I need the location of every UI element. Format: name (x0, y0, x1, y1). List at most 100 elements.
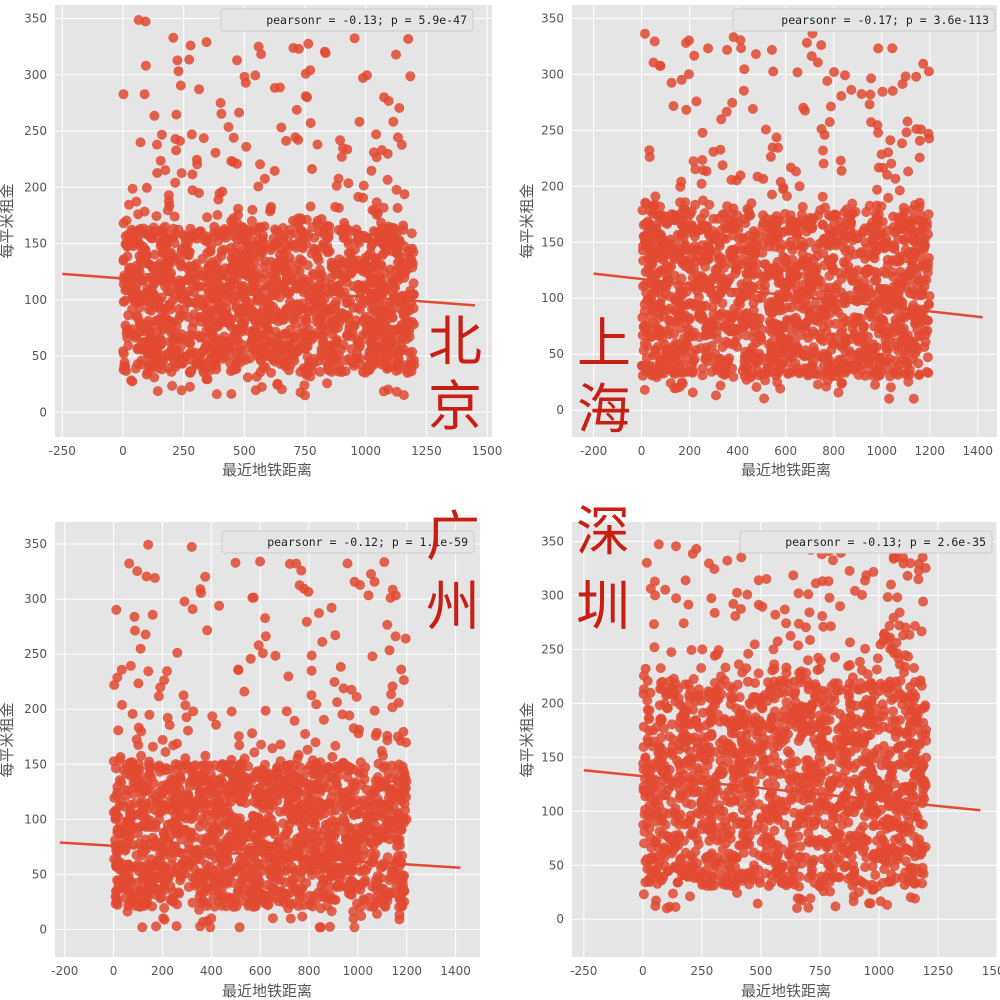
data-point (715, 380, 726, 391)
data-point (666, 77, 677, 88)
data-point (711, 327, 722, 338)
data-point (713, 353, 724, 364)
data-point (232, 835, 243, 846)
data-point (250, 70, 261, 81)
data-point (378, 202, 389, 213)
data-point (700, 330, 711, 341)
y-tick-label: 50 (549, 347, 564, 361)
data-point (708, 213, 719, 224)
data-point (263, 324, 274, 334)
data-point (369, 358, 380, 369)
y-tick-label: 100 (24, 812, 47, 826)
data-point (733, 297, 744, 308)
data-point (372, 794, 383, 805)
data-point (748, 269, 759, 280)
data-point (170, 824, 181, 835)
data-point (678, 204, 689, 214)
data-point (327, 828, 338, 839)
data-point (394, 262, 405, 273)
data-point (763, 367, 774, 378)
data-point (256, 294, 267, 305)
data-point (873, 127, 884, 138)
data-point (358, 73, 368, 83)
data-point (167, 232, 178, 243)
data-point (257, 888, 268, 899)
data-point (681, 104, 692, 115)
legend-box (732, 8, 996, 32)
data-point (687, 298, 698, 309)
data-point (865, 89, 876, 100)
data-point (787, 215, 798, 226)
data-point (276, 122, 287, 133)
data-point (697, 314, 707, 325)
data-point (371, 324, 382, 335)
data-point (723, 338, 734, 349)
data-point (159, 227, 170, 238)
data-point (255, 159, 266, 170)
data-point (914, 370, 925, 380)
data-point (318, 330, 328, 341)
data-point (897, 79, 908, 89)
data-point (182, 857, 193, 868)
data-point (131, 279, 142, 290)
data-point (346, 254, 357, 265)
data-point (792, 67, 803, 78)
data-point (763, 303, 774, 314)
data-point (202, 374, 213, 385)
data-point (840, 361, 851, 372)
data-point (690, 164, 701, 175)
data-point (133, 15, 144, 25)
data-point (176, 168, 187, 179)
data-point (170, 177, 181, 188)
data-point (185, 381, 195, 392)
data-point (143, 336, 154, 347)
data-point (833, 307, 843, 317)
data-point (110, 835, 121, 846)
data-point (294, 864, 305, 875)
data-point (908, 393, 919, 404)
y-tick-label: 0 (556, 403, 564, 417)
data-point (923, 299, 934, 310)
data-point (672, 244, 683, 255)
data-point (185, 40, 196, 51)
data-point (328, 283, 339, 294)
data-point (299, 778, 310, 789)
data-point (794, 181, 805, 192)
data-point (114, 775, 125, 786)
data-point (235, 352, 246, 363)
data-point (293, 885, 303, 896)
data-point (192, 159, 203, 170)
x-tick-label: -250 (49, 444, 76, 458)
data-point (852, 285, 863, 296)
data-point (917, 237, 928, 248)
data-point (281, 268, 292, 279)
data-point (252, 766, 263, 777)
data-point (683, 69, 694, 80)
data-point (208, 866, 219, 877)
data-point (405, 71, 416, 82)
data-point (877, 314, 888, 325)
data-point (289, 785, 299, 796)
data-point (231, 273, 242, 284)
data-point (697, 127, 708, 138)
scatter-panel-beijing: -250 0 250 500 750 1000 1250 150005010015020025… (0, 5, 502, 479)
data-point (818, 145, 828, 156)
data-point (645, 268, 656, 279)
data-point (376, 217, 386, 228)
data-point (382, 148, 393, 159)
data-point (267, 354, 278, 365)
data-point (231, 824, 242, 835)
data-point (892, 341, 903, 352)
data-point (173, 66, 184, 77)
y-tick-label: 300 (541, 67, 564, 81)
data-point (923, 253, 934, 263)
data-point (798, 255, 809, 266)
data-point (349, 785, 360, 796)
data-point (914, 216, 925, 227)
data-point (336, 344, 347, 354)
data-point (892, 369, 903, 380)
data-point (345, 331, 356, 342)
data-point (346, 866, 357, 877)
data-point (772, 377, 783, 388)
data-point (232, 158, 242, 169)
